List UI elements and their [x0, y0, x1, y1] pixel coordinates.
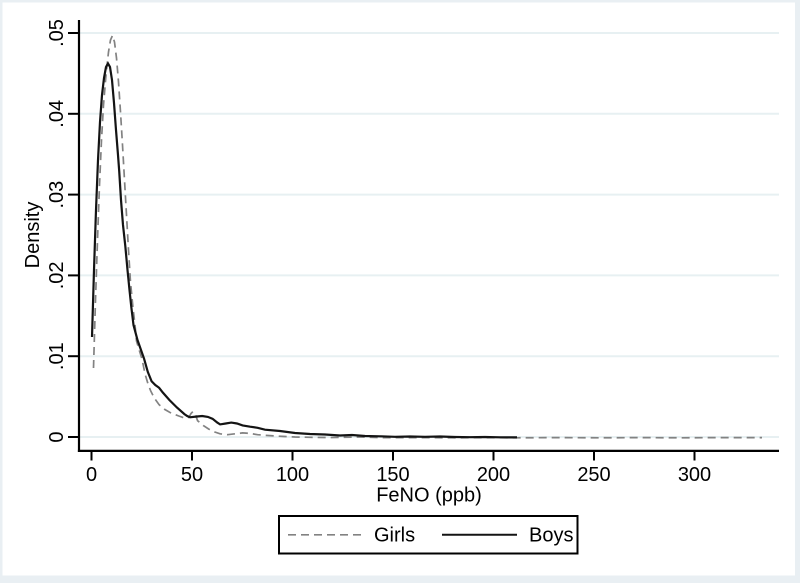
- svg-text:.05: .05: [46, 19, 68, 47]
- svg-text:.01: .01: [46, 342, 68, 370]
- svg-text:200: 200: [477, 464, 510, 486]
- svg-text:.03: .03: [46, 181, 68, 209]
- svg-text:Boys: Boys: [529, 525, 573, 547]
- svg-text:.02: .02: [46, 261, 68, 289]
- svg-text:150: 150: [376, 464, 409, 486]
- svg-text:Density: Density: [22, 202, 44, 269]
- svg-text:50: 50: [181, 464, 203, 486]
- svg-text:100: 100: [276, 464, 309, 486]
- svg-text:0: 0: [86, 464, 97, 486]
- svg-text:Girls: Girls: [374, 525, 415, 547]
- svg-text:300: 300: [678, 464, 711, 486]
- svg-text:250: 250: [577, 464, 610, 486]
- svg-text:FeNO (ppb): FeNO (ppb): [376, 485, 482, 507]
- svg-text:0: 0: [46, 431, 68, 442]
- svg-text:.04: .04: [46, 100, 68, 128]
